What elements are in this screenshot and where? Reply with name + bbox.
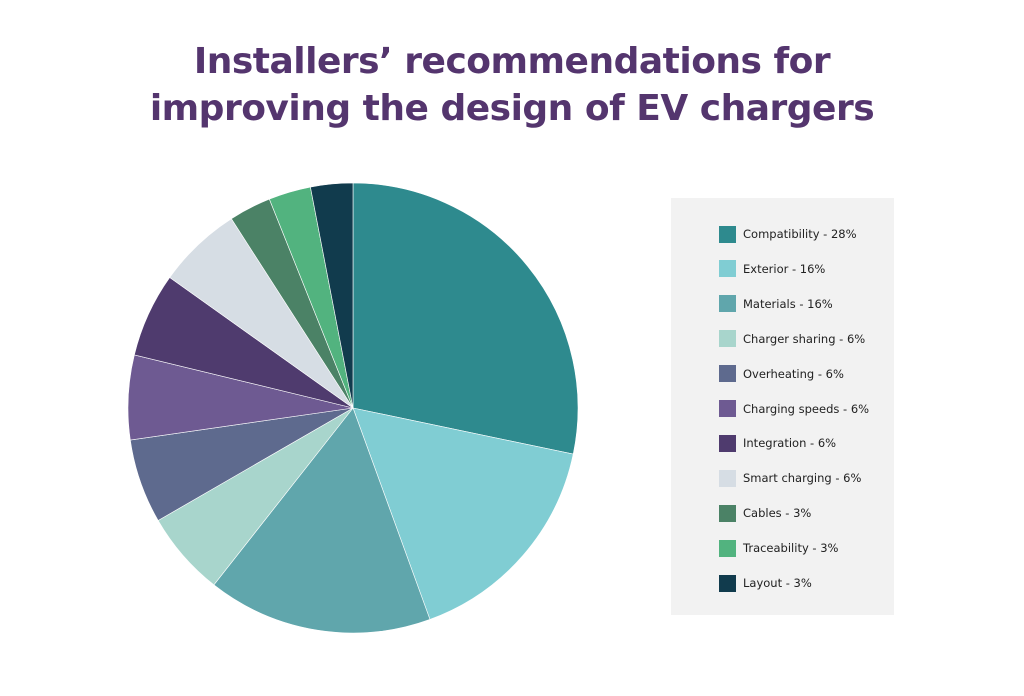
pie-slices: [127, 182, 579, 634]
legend-item-exterior: Exterior - 16%: [719, 259, 825, 279]
legend-label: Charger sharing - 6%: [743, 331, 866, 346]
legend-label: Exterior - 16%: [743, 261, 826, 276]
legend-swatch: [719, 260, 736, 278]
legend-item-cables: Cables - 3%: [719, 503, 811, 523]
legend-label: Smart charging - 6%: [743, 471, 862, 486]
legend-item-charging-speeds: Charging speeds - 6%: [719, 399, 869, 419]
legend-label: Cables - 3%: [743, 506, 812, 521]
legend-label: Layout - 3%: [743, 576, 812, 590]
legend-label: Charging speeds - 6%: [743, 401, 870, 416]
legend-swatch: [719, 469, 736, 487]
legend-item-integration: Integration - 6%: [719, 433, 836, 453]
legend-item-compatibility: Compatibility - 28%: [719, 224, 857, 244]
legend-swatch: [719, 434, 736, 452]
legend-label: Overheating - 6%: [743, 366, 844, 381]
legend-swatch: [719, 504, 736, 522]
legend-label: Materials - 16%: [743, 296, 833, 311]
legend-label: Traceability - 3%: [743, 541, 839, 556]
legend-item-overheating: Overheating - 6%: [719, 364, 844, 384]
legend-swatch: [719, 574, 736, 592]
pie-slice-layout: [310, 182, 354, 409]
chart-title-line-1: Installers’ recommendations for: [193, 41, 831, 82]
legend-item-layout: Layout - 3%: [719, 573, 812, 593]
legend-swatch: [719, 330, 736, 348]
legend-swatch: [719, 225, 736, 243]
legend: Compatibility - 28% Exterior - 16% Materia…: [671, 198, 894, 615]
pie-slice-materials: [213, 407, 431, 634]
legend-label: Integration - 6%: [743, 436, 837, 451]
chart-title: Installers’ recommendations for improvin…: [0, 38, 1024, 132]
legend-swatch: [719, 295, 736, 313]
legend-item-materials: Materials - 16%: [719, 294, 833, 314]
legend-item-charger-sharing: Charger sharing - 6%: [719, 329, 865, 349]
pie-slice-compatibility: [352, 182, 579, 455]
legend-item-traceability: Traceability - 3%: [719, 538, 838, 558]
chart-title-line-2: improving the design of EV chargers: [149, 88, 875, 129]
legend-swatch: [719, 365, 736, 383]
legend-swatch: [719, 539, 736, 557]
legend-label: Compatibility - 28%: [743, 227, 857, 241]
legend-item-smart-charging: Smart charging - 6%: [719, 468, 861, 488]
pie-slice-exterior: [352, 407, 574, 620]
legend-swatch: [719, 400, 736, 417]
